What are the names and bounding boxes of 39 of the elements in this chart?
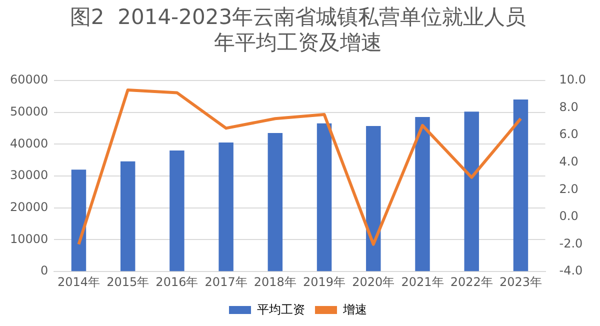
x-tick-label: 2022年: [450, 274, 493, 289]
bar: [513, 100, 528, 272]
y-tick-label: 20000: [10, 200, 48, 214]
y2-tick-label: -4.0: [559, 264, 583, 278]
bar: [366, 126, 381, 272]
x-tick-label: 2015年: [106, 274, 150, 289]
bar: [316, 123, 332, 272]
legend-label: 平均工资: [257, 302, 305, 316]
legend-label: 增速: [342, 302, 367, 316]
bar: [415, 117, 430, 272]
x-tick-label: 2021年: [401, 274, 444, 289]
x-tick-label: 2014年: [57, 274, 100, 289]
x-tick-label: 2023年: [499, 274, 542, 289]
y2-tick-label: 6.0: [559, 127, 578, 142]
bar: [71, 170, 86, 272]
y2-tick-label: 10.0: [559, 72, 586, 87]
y-tick-label: 50000: [10, 104, 48, 118]
y-tick-label: 0: [40, 264, 48, 278]
bar: [170, 150, 184, 272]
y-tick-label: 30000: [10, 168, 48, 182]
y2-tick-label: 0.0: [559, 209, 578, 224]
y-tick-label: 60000: [10, 72, 48, 87]
bar: [218, 142, 234, 272]
x-tick-label: 2016年: [156, 274, 198, 289]
bar: [268, 132, 283, 272]
x-tick-label: 2019年: [303, 274, 346, 289]
text: 年平均工资及增速: [214, 30, 382, 54]
x-tick-label: 2017年: [204, 274, 248, 289]
bar: [464, 112, 479, 272]
y2-tick-label: 8.0: [559, 100, 578, 114]
y2-tick-label: 2.0: [559, 182, 578, 196]
y-tick-label: 40000: [10, 136, 48, 150]
y-tick-label: 10000: [10, 232, 48, 246]
text: 图2 2014-2023年云南省城镇私营单位就业人员: [70, 5, 526, 30]
x-tick-label: 2018年: [254, 274, 296, 289]
y2-tick-label: -2.0: [559, 236, 583, 250]
x-tick-label: 2020年: [352, 274, 395, 289]
y2-tick-label: 4.0: [559, 154, 578, 168]
bar: [120, 161, 136, 272]
